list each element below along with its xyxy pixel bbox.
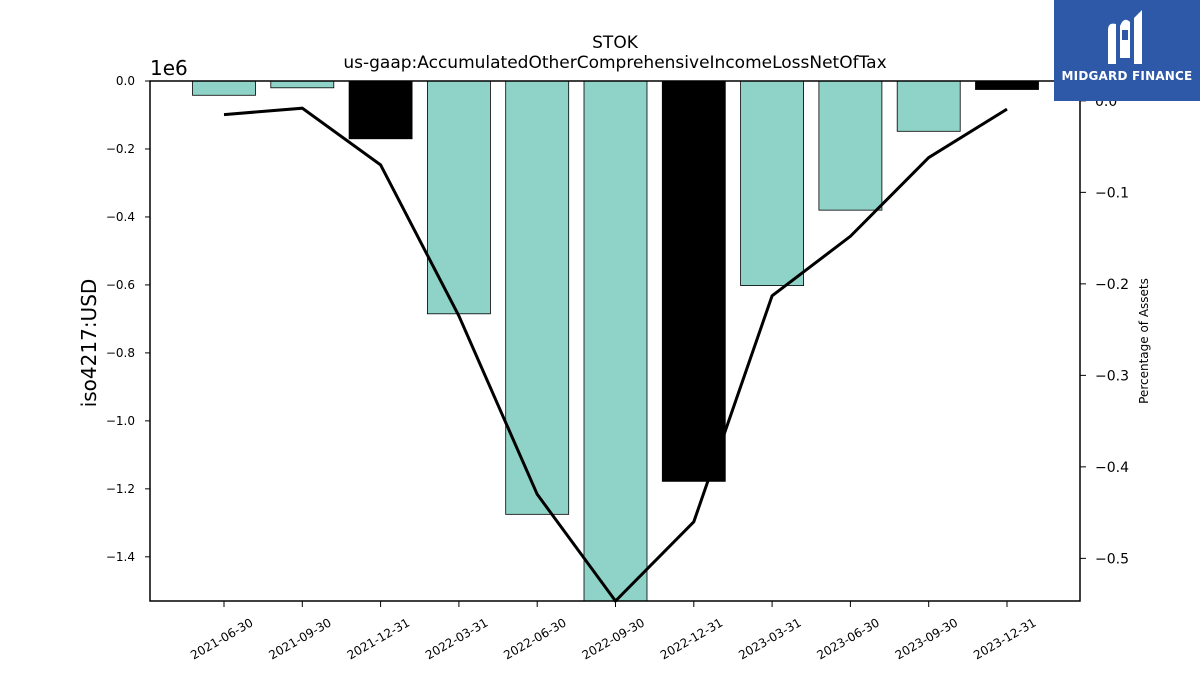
bar-2022-09-30	[583, 80, 648, 602]
y-offset-label: 1e6	[150, 56, 188, 80]
x-tick-label: 2022-09-30	[580, 615, 647, 662]
y-tick-label: 0.0	[116, 74, 135, 88]
y2-tick-label: −0.4	[1095, 460, 1129, 476]
bar-2023-12-31	[975, 80, 1039, 90]
x-tick-label: 2023-06-30	[814, 615, 881, 662]
y-ticks: 0.0 −0.2 −0.4 −0.6 −0.8 −1.0 −1.2 −1.4	[106, 74, 150, 564]
x-tick-label: 2023-09-30	[893, 615, 960, 662]
chart-subtitle: us-gaap:AccumulatedOtherComprehensiveInc…	[343, 53, 886, 73]
y-tick-label: −0.2	[106, 142, 135, 156]
bar-2021-09-30	[270, 80, 335, 89]
x-tick-label: 2021-12-31	[345, 615, 412, 662]
x-tick-label: 2022-06-30	[501, 615, 568, 662]
y2-tick-label: −0.5	[1095, 551, 1129, 567]
y-tick-label: −0.8	[106, 346, 135, 360]
x-tick-label: 2021-09-30	[266, 615, 333, 662]
y-tick-label: −1.0	[106, 414, 135, 428]
y2-tick-label: −0.3	[1095, 368, 1129, 384]
x-tick-label: 2023-03-31	[736, 615, 803, 662]
y-tick-label: −0.4	[106, 210, 135, 224]
bar-2021-12-31	[348, 80, 413, 140]
bar-2022-06-30	[505, 80, 570, 515]
bar-2023-09-30	[896, 80, 961, 132]
bar-2023-03-31	[740, 80, 804, 287]
y-tick-label: −1.2	[106, 482, 135, 496]
logo-text: MIDGARD FINANCE	[1061, 69, 1193, 83]
plot-frame	[149, 80, 1081, 602]
logo-mark-icon	[1108, 10, 1142, 65]
x-tick-label: 2022-03-31	[423, 615, 490, 662]
bar-2021-06-30	[192, 80, 256, 96]
y-axis-right-label: Percentage of Assets	[1137, 278, 1151, 404]
y2-tick-label: −0.2	[1095, 277, 1129, 293]
x-tick-label: 2022-12-31	[658, 615, 725, 662]
bar-2022-12-31	[661, 80, 726, 482]
x-tick-label: 2023-12-31	[971, 615, 1038, 662]
x-ticks: 2021-06-30 2021-09-30 2021-12-31 2022-03-31…	[188, 601, 1039, 662]
chart-title: STOK	[592, 33, 639, 53]
y-tick-label: −0.6	[106, 278, 135, 292]
y-axis-label: iso4217:USD	[77, 279, 101, 408]
bar-2022-03-31	[426, 80, 491, 315]
x-tick-label: 2021-06-30	[188, 615, 255, 662]
bar-2023-06-30	[818, 80, 883, 211]
bars-group	[192, 80, 1039, 602]
y-ticks-right: 0.0−0.1−0.2−0.3−0.4−0.5	[1080, 94, 1129, 567]
y-tick-label: −1.4	[106, 550, 135, 564]
y2-tick-label: −0.1	[1095, 185, 1129, 201]
midgard-finance-logo: MIDGARD FINANCE	[1054, 0, 1200, 101]
